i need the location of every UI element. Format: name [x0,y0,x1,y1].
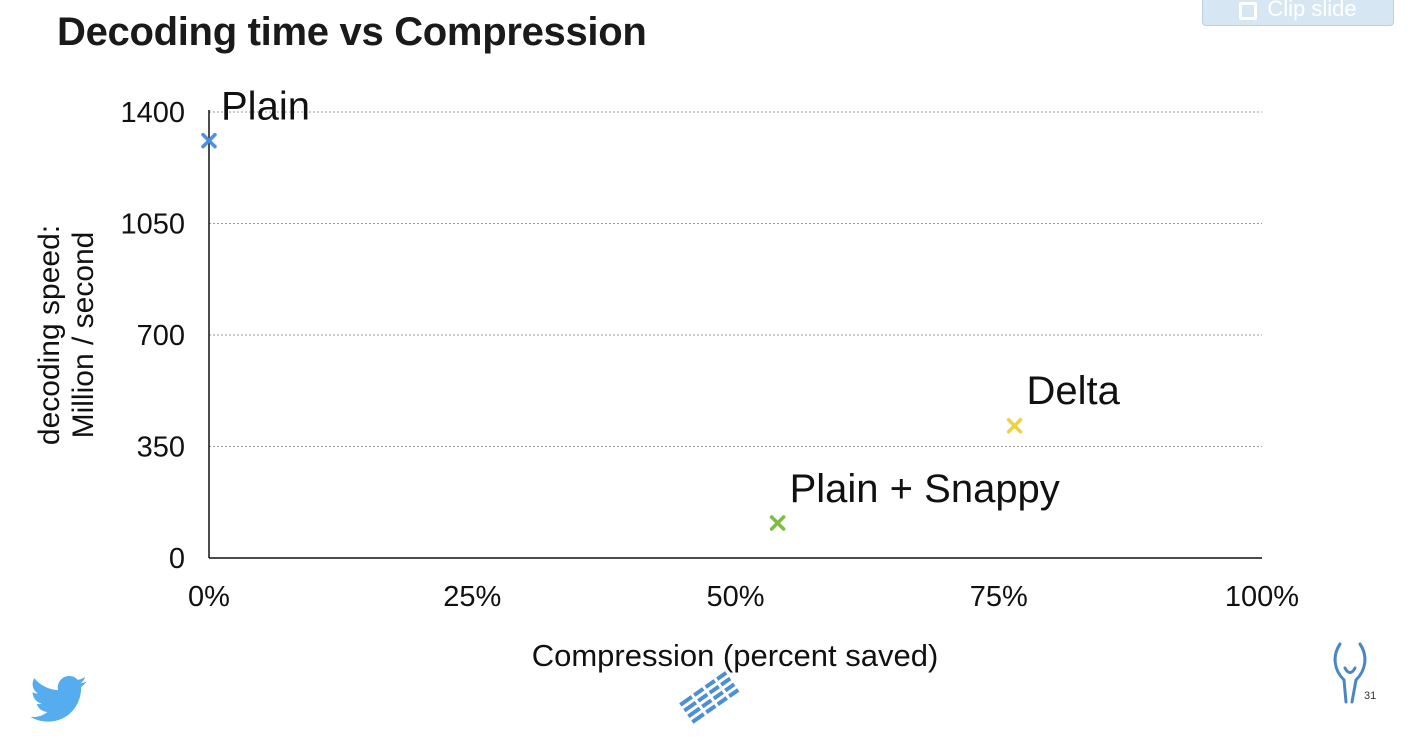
point-marker-stroke [769,515,786,531]
parquet-logo-icon [1333,642,1367,704]
y-tick-label: 350 [137,432,185,464]
data-point-plain [201,132,217,149]
data-point-delta [1006,418,1023,434]
y-tick-label: 1400 [120,97,185,129]
twitter-bird-icon [30,676,87,722]
y-axis-label-line-2: Million / second [67,231,100,439]
point-marker-stroke [1006,418,1023,434]
data-point-plain-snappy [769,515,786,531]
x-axis-label: Compression (percent saved) [531,638,939,673]
y-axis-label: decoding speed: Million / second [33,205,101,465]
point-marker-stroke [201,132,217,149]
slide-title: Decoding time vs Compression [57,10,647,54]
clip-slide-button[interactable]: Clip slide [1202,0,1394,26]
clip-slide-label: Clip slide [1267,0,1357,21]
x-tick-label: 100% [1225,581,1299,613]
y-axis-label-line-1: decoding speed: [33,224,66,446]
x-tick-label: 25% [443,581,501,613]
point-label-delta: Delta [1027,369,1121,413]
point-label-plain-snappy: Plain + Snappy [790,467,1060,511]
x-tick-label: 50% [706,581,764,613]
point-label-plain: Plain [221,85,310,129]
page-number: 31 [1364,690,1377,702]
x-tick-label: 0% [188,581,230,613]
y-tick-label: 0 [169,543,185,575]
parquet-pattern-icon [679,671,740,724]
clip-icon [1239,2,1258,20]
y-tick-label: 700 [137,320,185,352]
y-tick-label: 1050 [120,209,185,241]
x-tick-label: 75% [970,581,1028,613]
